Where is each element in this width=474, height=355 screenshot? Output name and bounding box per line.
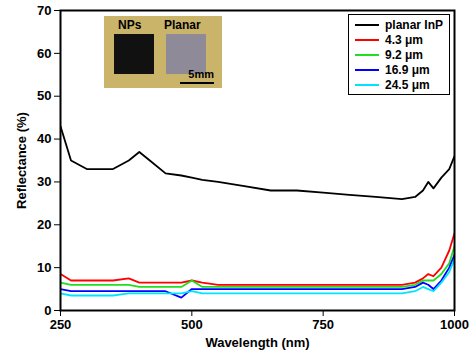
html-text:5mm: 5mm — [188, 68, 214, 80]
html-text:9.2 μm: 9.2 μm — [385, 47, 423, 62]
svg-text:10: 10 — [37, 260, 51, 275]
svg-text:Wavelength (nm): Wavelength (nm) — [205, 335, 309, 350]
svg-text:70: 70 — [37, 3, 51, 18]
html-text:NPs: NPs — [118, 18, 142, 32]
svg-text:750: 750 — [312, 317, 334, 332]
html-text:24.5 μm: 24.5 μm — [385, 77, 430, 92]
html-text:Planar: Planar — [164, 18, 201, 32]
svg-text:50: 50 — [37, 88, 51, 103]
svg-text:500: 500 — [181, 317, 203, 332]
html-text:planar InP: planar InP — [385, 17, 443, 32]
html-text:16.9 μm: 16.9 μm — [385, 62, 430, 77]
svg-text:40: 40 — [37, 131, 51, 146]
svg-text:1000: 1000 — [440, 317, 469, 332]
svg-text:30: 30 — [37, 174, 51, 189]
svg-text:60: 60 — [37, 46, 51, 61]
svg-text:20: 20 — [37, 217, 51, 232]
html-text:4.3 μm: 4.3 μm — [385, 32, 423, 47]
svg-text:0: 0 — [44, 303, 51, 318]
svg-text:250: 250 — [50, 317, 72, 332]
svg-text:Reflectance (%): Reflectance (%) — [14, 112, 29, 209]
